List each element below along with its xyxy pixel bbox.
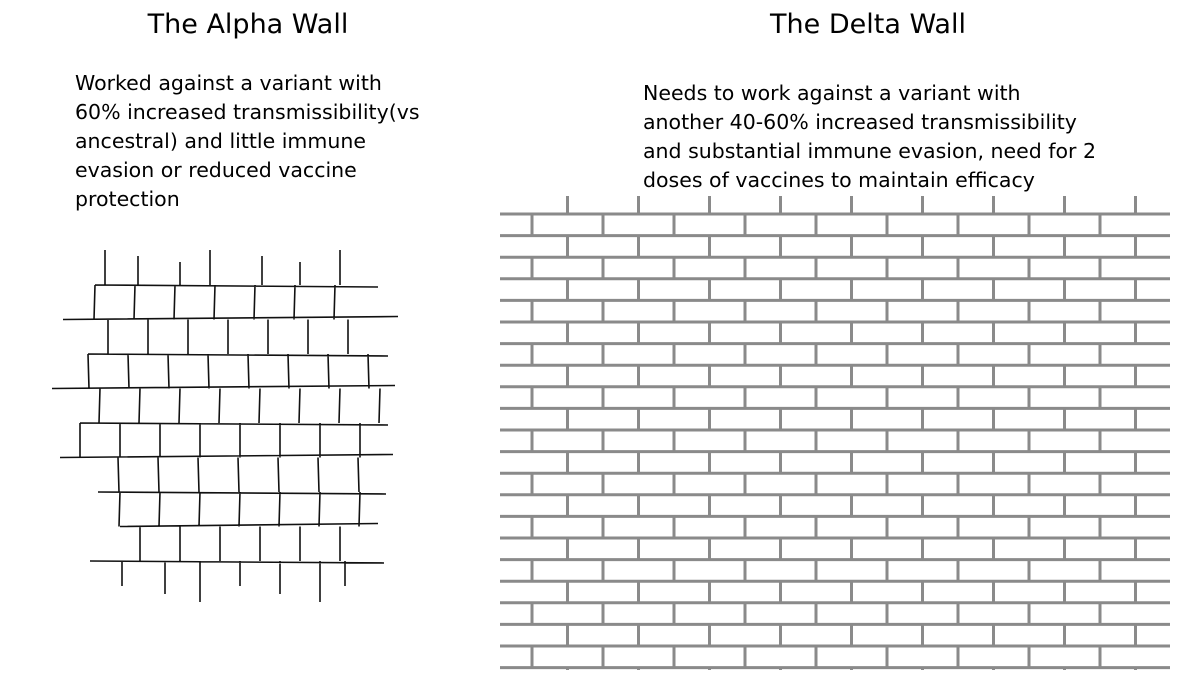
text-line: Worked against a variant with: [75, 71, 382, 95]
panel-title: The Alpha Wall: [147, 9, 349, 40]
panel-title: The Delta Wall: [769, 9, 966, 40]
text-line: protection: [75, 187, 180, 211]
text-line: Needs to work against a variant with: [643, 81, 1021, 105]
delta-brick-wall: [500, 196, 1170, 670]
text-line: ancestral) and little immune: [75, 129, 366, 153]
text-line: and substantial immune evasion, need for…: [643, 139, 1096, 163]
panel-text: Needs to work against a variant with anot…: [643, 81, 1096, 192]
text-line: another 40-60% increased transmissibilit…: [643, 110, 1077, 134]
panel-text: Worked against a variant with 60% increas…: [75, 71, 420, 211]
text-line: evasion or reduced vaccine: [75, 158, 357, 182]
text-line: 60% increased transmissibility(vs: [75, 100, 420, 124]
alpha-brick-wall: [51, 250, 399, 602]
text-line: doses of vaccines to maintain efficacy: [643, 168, 1035, 192]
